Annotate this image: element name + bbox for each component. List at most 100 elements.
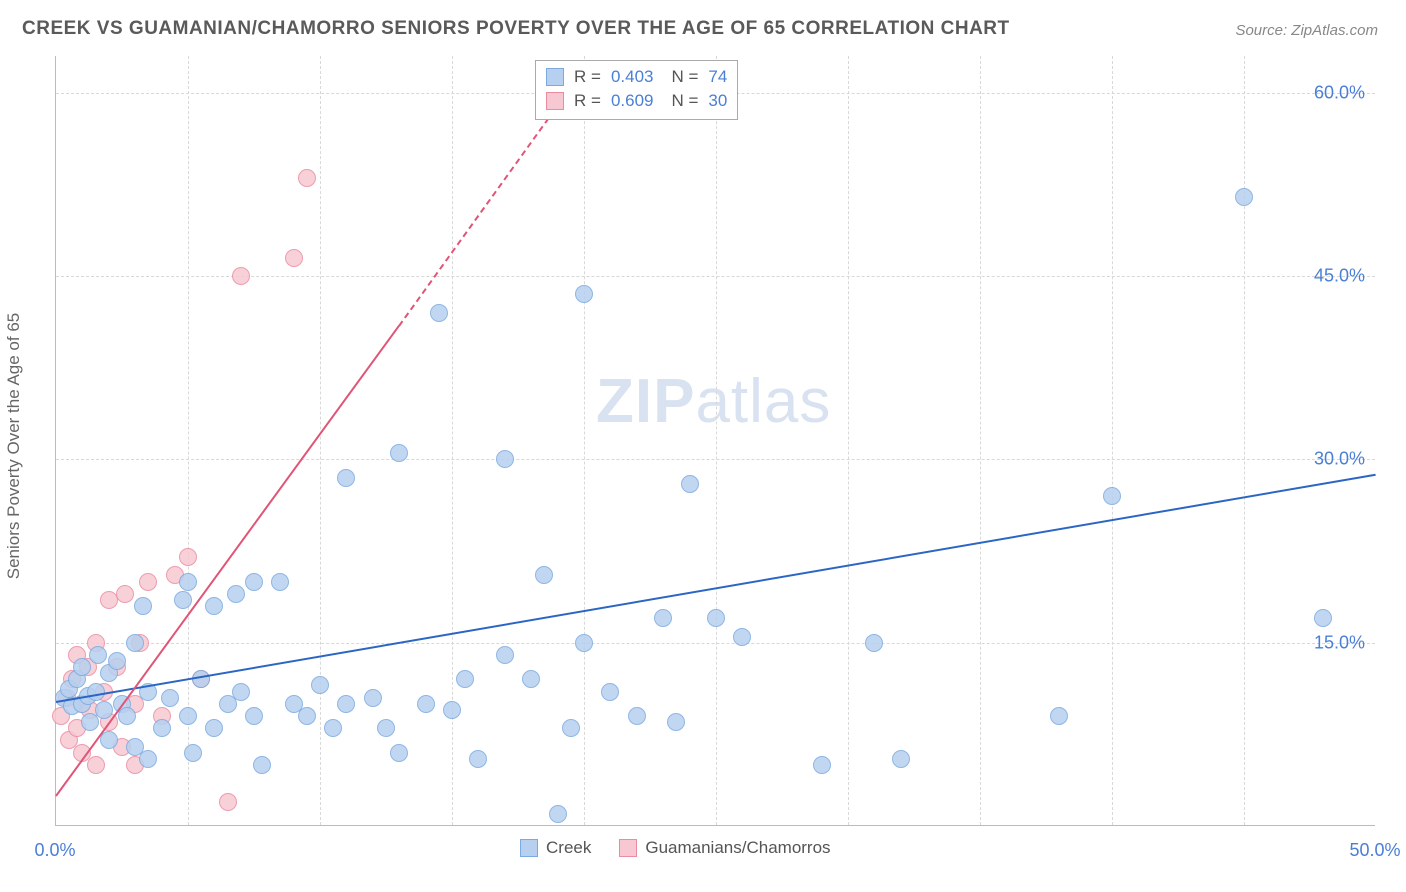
gridline-v [320,56,321,825]
legend: Creek Guamanians/Chamorros [520,838,831,858]
point-creek [469,750,487,768]
point-creek [205,719,223,737]
point-creek [174,591,192,609]
point-creek [535,566,553,584]
point-creek [733,628,751,646]
point-creek [456,670,474,688]
point-guam [139,573,157,591]
point-creek [390,744,408,762]
stat-r-label: R = [574,91,601,111]
point-guam [87,756,105,774]
point-creek [87,683,105,701]
point-creek [654,609,672,627]
point-creek [232,683,250,701]
point-creek [139,750,157,768]
point-creek [430,304,448,322]
point-creek [377,719,395,737]
stat-r-creek: 0.403 [611,67,654,87]
point-creek [1050,707,1068,725]
point-creek [118,707,136,725]
point-creek [549,805,567,823]
point-creek [324,719,342,737]
point-guam [232,267,250,285]
stats-row-guam: R = 0.609 N = 30 [546,89,727,113]
legend-label-guam: Guamanians/Chamorros [645,838,830,858]
point-creek [496,646,514,664]
x-tick-label: 50.0% [1349,840,1400,861]
point-creek [417,695,435,713]
point-guam [298,169,316,187]
stat-r-label: R = [574,67,601,87]
point-creek [153,719,171,737]
source-label: Source: ZipAtlas.com [1235,22,1378,39]
gridline-v [1244,56,1245,825]
point-guam [219,793,237,811]
point-creek [628,707,646,725]
stat-n-creek: 74 [708,67,727,87]
point-creek [245,573,263,591]
point-creek [892,750,910,768]
point-creek [1235,188,1253,206]
legend-label-creek: Creek [546,838,591,858]
swatch-creek [520,839,538,857]
watermark: ZIPatlas [596,366,831,437]
chart-title: CREEK VS GUAMANIAN/CHAMORRO SENIORS POVE… [22,18,1010,40]
point-guam [116,585,134,603]
y-tick-label: 15.0% [1314,632,1365,653]
legend-item-creek: Creek [520,838,591,858]
point-creek [562,719,580,737]
point-creek [108,652,126,670]
point-creek [707,609,725,627]
point-creek [100,731,118,749]
point-creek [95,701,113,719]
gridline-v [980,56,981,825]
x-tick-label: 0.0% [34,840,75,861]
point-creek [337,469,355,487]
stat-n-guam: 30 [708,91,727,111]
point-creek [443,701,461,719]
y-tick-label: 30.0% [1314,449,1365,470]
point-creek [134,597,152,615]
y-tick-label: 45.0% [1314,266,1365,287]
point-creek [205,597,223,615]
point-creek [271,573,289,591]
point-creek [298,707,316,725]
watermark-zip: ZIP [596,367,695,436]
point-creek [1103,487,1121,505]
point-creek [575,285,593,303]
y-axis-label: Seniors Poverty Over the Age of 65 [4,313,24,579]
point-creek [390,444,408,462]
scatter-plot-area: ZIPatlas 15.0% 30.0% 45.0% 60.0% [55,56,1375,826]
point-creek [192,670,210,688]
point-creek [667,713,685,731]
point-guam [179,548,197,566]
point-creek [245,707,263,725]
point-creek [184,744,202,762]
point-creek [179,573,197,591]
point-guam [285,249,303,267]
swatch-creek [546,68,564,86]
point-creek [813,756,831,774]
swatch-guam [619,839,637,857]
gridline-v [584,56,585,825]
gridline-v [1112,56,1113,825]
gridline-v [848,56,849,825]
point-creek [253,756,271,774]
point-creek [1314,609,1332,627]
point-creek [161,689,179,707]
stat-n-label: N = [671,91,698,111]
point-creek [575,634,593,652]
stat-n-label: N = [671,67,698,87]
correlation-stats-box: R = 0.403 N = 74 R = 0.609 N = 30 [535,60,738,120]
point-creek [179,707,197,725]
point-creek [337,695,355,713]
trend-line [55,325,400,797]
point-creek [311,676,329,694]
y-tick-label: 60.0% [1314,82,1365,103]
point-creek [364,689,382,707]
point-creek [601,683,619,701]
stat-r-guam: 0.609 [611,91,654,111]
point-creek [227,585,245,603]
point-creek [496,450,514,468]
gridline-v [716,56,717,825]
